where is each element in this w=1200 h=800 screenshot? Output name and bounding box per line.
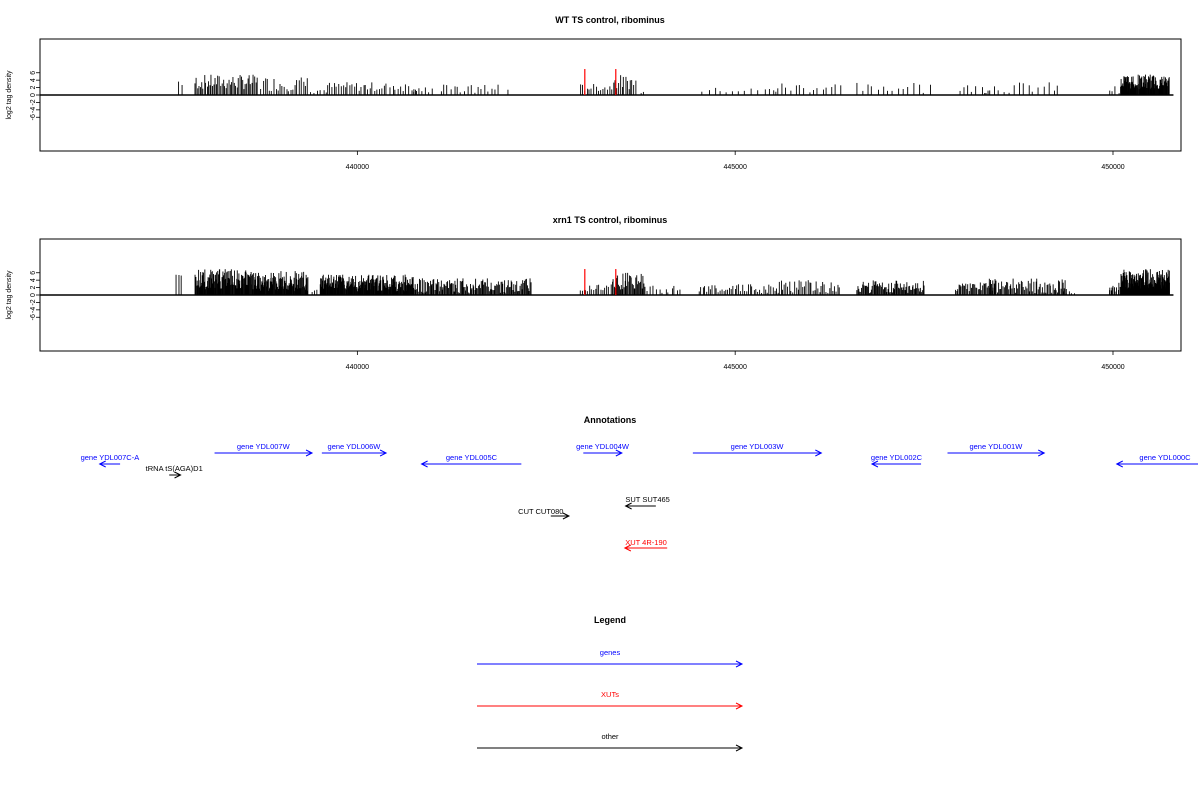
arrowhead [735,702,744,710]
y-tick-label: 2 [30,286,37,290]
y-tick-label: -4 [30,107,37,113]
feature-label: SUT SUT465 [625,495,669,504]
legend-label: genes [600,648,621,657]
x-tick-label: 450000 [1101,164,1124,171]
arrowhead [174,471,182,479]
arrowhead [623,544,632,552]
feature-label: gene YDL007W [237,442,291,451]
arrowhead [379,449,388,457]
feature-label: gene YDL005C [446,453,498,462]
annotations-title: Annotations [584,415,637,425]
annotation-feature: gene YDL007C-A [81,453,140,468]
legend-entries: genes XUTs other [477,648,744,752]
x-tick-label: 450000 [1101,364,1124,371]
legend-entry: genes [477,648,744,668]
y-axis-label: log2 tag density [6,70,13,120]
feature-label: gene YDL001W [969,442,1023,451]
y-axis-label: log2 tag density [6,270,13,320]
annotations-panel: Annotations gene YDL007C-A tRNA tS(AGA)D1… [81,415,1198,552]
feature-label: gene YDL006W [328,442,382,451]
annotation-feature: XUT 4R-190 [623,538,668,552]
y-tick-label: 0 [30,293,37,297]
annotation-feature: gene YDL006W [321,442,388,457]
annotation-feature: tRNA tS(AGA)D1 [146,464,203,479]
y-tick-label: -2 [30,299,37,305]
arrowhead [615,449,623,457]
annotation-feature: SUT SUT465 [624,495,670,510]
arrowhead [305,449,314,457]
feature-label: gene YDL002C [871,453,923,462]
x-tick-label: 445000 [723,164,746,171]
annotation-feature: gene YDL004W [576,442,630,457]
y-tick-label: -2 [30,99,37,105]
y-tick-label: 4 [30,278,37,282]
track-title: xrn1 TS control, ribominus [553,215,668,225]
track-panel-wt: WT TS control, ribominus log2 tag densit… [6,15,1182,171]
legend-entry: XUTs [477,690,744,710]
annotation-feature: gene YDL000C [1115,453,1198,468]
legend-label: other [601,732,619,741]
track-title: WT TS control, ribominus [555,15,665,25]
y-tick-label: 2 [30,86,37,90]
annotation-feature: gene YDL002C [870,453,923,468]
feature-label: gene YDL007C-A [81,453,140,462]
y-axis: -6-4 -2 0 2 4 6 [30,271,40,320]
feature-label: tRNA tS(AGA)D1 [146,464,203,473]
feature-label: gene YDL003W [731,442,785,451]
legend-label: XUTs [601,690,619,699]
arrowhead [98,460,106,468]
y-tick-label: -6 [30,314,37,320]
x-tick-label: 440000 [346,164,369,171]
x-tick-label: 445000 [723,364,746,371]
annotation-features: gene YDL007C-A tRNA tS(AGA)D1 gene YDL007W… [81,442,1198,552]
track-panel-xrn1: xrn1 TS control, ribominus log2 tag dens… [6,215,1182,371]
feature-label: gene YDL000C [1139,453,1191,462]
arrowhead [735,744,744,752]
arrowhead [624,502,632,510]
y-tick-label: 6 [30,71,37,75]
y-tick-label: 0 [30,93,37,97]
arrowhead [562,512,571,520]
legend-panel: Legend genes XUTs other [477,615,744,752]
annotation-feature: CUT CUT080 [518,507,571,520]
annotation-feature: gene YDL003W [692,442,823,457]
x-axis: 440000 445000 450000 [346,151,1125,171]
feature-label: XUT 4R-190 [625,538,667,547]
signal-bars [40,69,1174,96]
y-tick-label: 4 [30,78,37,82]
arrowhead [815,449,823,457]
y-tick-label: 6 [30,271,37,275]
y-tick-label: -6 [30,114,37,120]
arrowhead [420,460,428,468]
y-axis: -6-4 -2 0 2 4 6 [30,71,40,120]
legend-title: Legend [594,615,626,625]
arrowhead [1038,449,1046,457]
feature-label: CUT CUT080 [518,507,563,516]
x-tick-label: 440000 [346,364,369,371]
annotation-feature: gene YDL001W [947,442,1046,457]
arrowhead [870,460,879,468]
legend-entry: other [477,732,744,752]
feature-label: gene YDL004W [576,442,630,451]
signal-bars [40,269,1174,296]
x-axis: 440000 445000 450000 [346,351,1125,371]
arrowhead [735,660,744,668]
arrowhead [1115,460,1123,468]
y-tick-label: -4 [30,307,37,313]
annotation-feature: gene YDL007W [214,442,314,457]
annotation-feature: gene YDL005C [420,453,522,468]
